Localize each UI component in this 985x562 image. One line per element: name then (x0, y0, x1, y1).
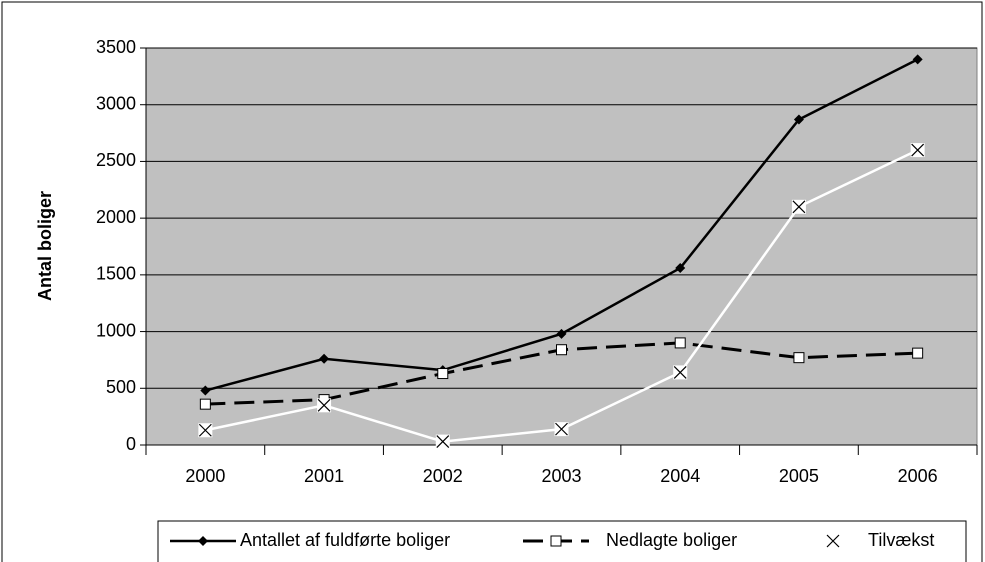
y-tick-label: 500 (106, 377, 136, 397)
marker-x (673, 365, 687, 379)
x-tick-label: 2005 (779, 466, 819, 486)
plot-area (145, 47, 978, 446)
x-tick-label: 2002 (423, 466, 463, 486)
data-marker (437, 368, 449, 380)
legend-marker (198, 536, 208, 546)
y-tick-label: 1000 (96, 320, 136, 340)
x-tick-label: 2000 (185, 466, 225, 486)
y-tick-label: 3000 (96, 93, 136, 113)
legend-label: Antallet af fuldførte boliger (240, 530, 450, 550)
legend-label: Nedlagte boliger (606, 530, 737, 550)
legend-marker (550, 535, 562, 547)
y-tick-label: 2500 (96, 150, 136, 170)
marker-x (198, 423, 212, 437)
data-marker (791, 199, 806, 214)
data-marker (199, 398, 211, 410)
data-marker (793, 114, 804, 125)
data-marker (674, 337, 686, 349)
x-tick-label: 2001 (304, 466, 344, 486)
marker-x (555, 422, 568, 436)
data-marker (435, 434, 450, 449)
data-marker (912, 347, 924, 359)
y-tick-label: 1500 (96, 264, 136, 284)
legend-label: Tilvækst (868, 530, 934, 550)
x-tick-label: 2006 (898, 466, 938, 486)
legend-marker (826, 534, 840, 548)
data-marker (673, 365, 688, 380)
x-tick-label: 2004 (660, 466, 700, 486)
data-marker (912, 54, 923, 65)
marker-x (436, 435, 450, 449)
y-tick-label: 3500 (96, 37, 136, 57)
data-marker (198, 423, 213, 438)
data-marker (200, 385, 211, 396)
marker-x (317, 398, 331, 412)
data-marker (675, 263, 686, 274)
y-axis-label: Antal boliger (35, 191, 55, 301)
data-marker (554, 422, 569, 437)
marker-x (911, 143, 925, 157)
y-tick-label: 0 (126, 434, 136, 454)
y-tick-label: 2000 (96, 207, 136, 227)
data-marker (793, 352, 805, 364)
data-marker (556, 344, 567, 356)
data-marker (319, 353, 330, 364)
data-marker (910, 143, 925, 158)
data-marker (317, 398, 332, 413)
data-marker (556, 328, 567, 339)
marker-x (792, 200, 806, 214)
x-tick-label: 2003 (541, 466, 581, 486)
